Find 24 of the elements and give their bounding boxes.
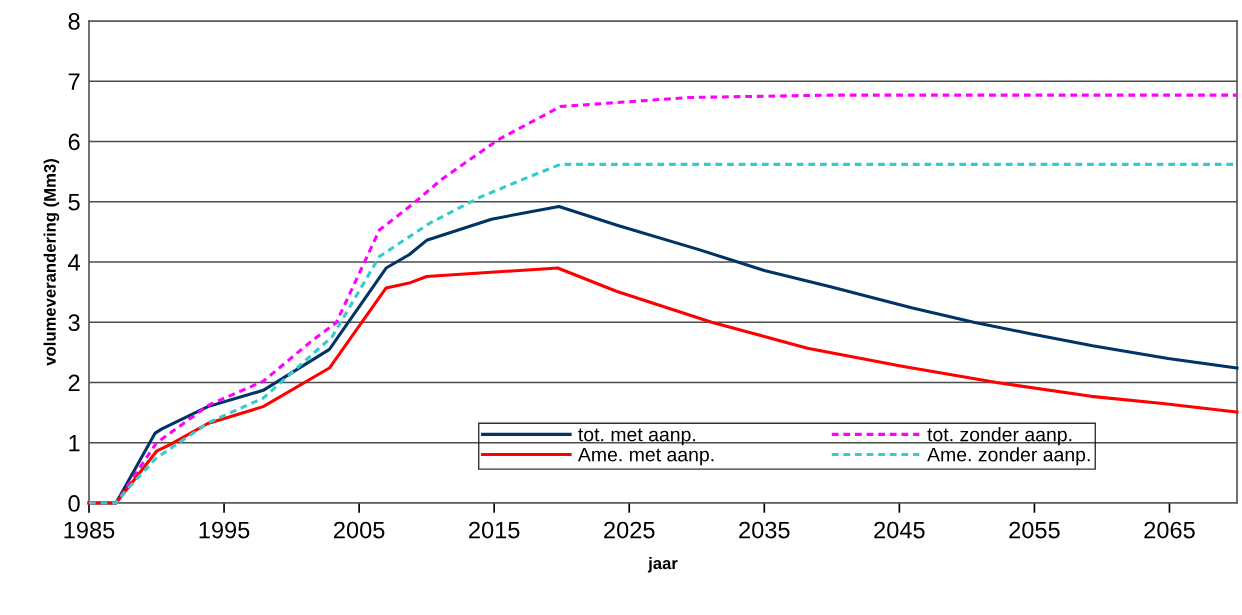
legend-label: Ame. zonder aanp. (927, 447, 1090, 466)
x-tick-label: 1995 (199, 521, 250, 539)
legend-label: tot. met aanp. (578, 428, 696, 446)
x-tick-label: 2025 (604, 521, 655, 539)
y-tick-label: 0 (68, 495, 80, 512)
x-tick-label: 2045 (874, 521, 925, 539)
y-tick-label: 4 (68, 254, 80, 271)
y-tick-label: 3 (68, 314, 80, 332)
x-tick-label: 2065 (1144, 521, 1195, 539)
legend-label: tot. zonder aanp. (927, 427, 1072, 446)
y-tick-label: 2 (68, 374, 80, 392)
legend-label: Ame. met aanp. (577, 447, 714, 466)
y-tick-label: 8 (68, 13, 80, 30)
x-tick-label: 2015 (469, 521, 520, 539)
y-tick-label: 6 (68, 133, 80, 151)
x-tick-label: 2035 (739, 521, 790, 539)
y-tick-label: 5 (68, 194, 80, 211)
y-axis-title: volumeverandering (Mm3) (43, 159, 60, 366)
x-tick-label: 2005 (334, 521, 385, 539)
x-tick-label: 2055 (1009, 521, 1060, 539)
x-axis-title: jaar (647, 556, 678, 573)
y-tick-label: 7 (68, 73, 80, 90)
x-tick-label: 1985 (64, 521, 115, 539)
y-tick-label: 1 (69, 435, 80, 452)
